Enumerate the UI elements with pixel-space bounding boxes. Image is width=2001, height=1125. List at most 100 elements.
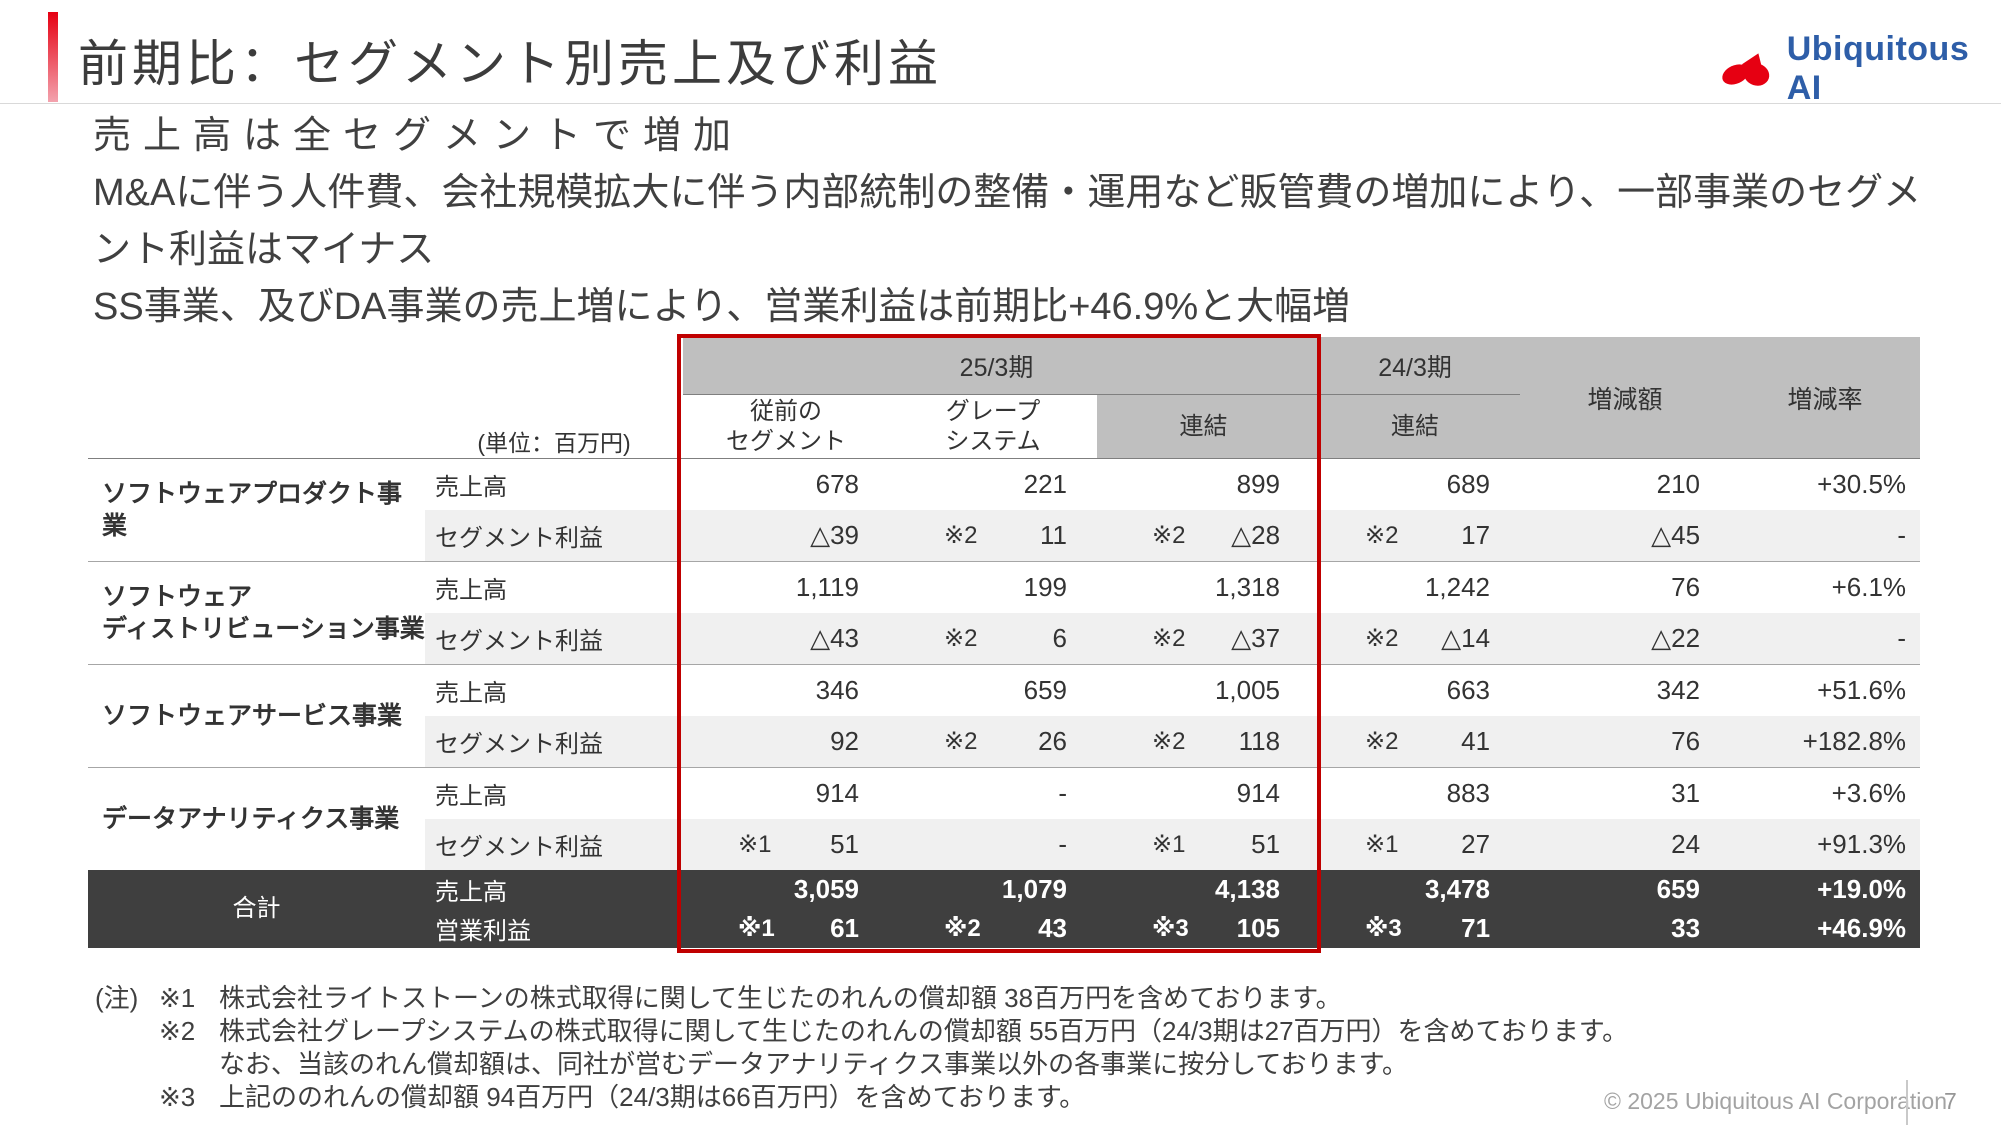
cell-value: 1,079 [1001,874,1067,904]
footnote-text: 株式会社グレープシステムの株式取得に関して生じたのれんの償却額 55百万円（24… [219,1016,1629,1046]
header-period-prior: 24/3期 [1310,337,1521,395]
cell-value: 914 [815,778,859,808]
cell-value: - [1897,623,1907,653]
cell-value: 346 [815,675,859,705]
cell-value: 33 [1671,913,1701,943]
cell-value: 1,242 [1424,572,1491,602]
cell-value: 27 [1461,829,1491,859]
note-marker: ※3 [1365,915,1402,942]
header-prev-segment: 従前の セグメント [683,394,889,459]
logo-bird-icon [1722,53,1770,86]
cell-value: △45 [1651,520,1701,550]
value-cell: - [1730,613,1921,665]
cell-value: 883 [1446,778,1491,808]
value-cell: ※2 6 [889,613,1097,665]
note-marker: ※1 [1365,831,1399,858]
cell-value: △39 [810,520,859,550]
footnote-marker: ※3 [159,1082,196,1112]
cell-value: 663 [1446,675,1491,705]
value-cell: 914 [683,767,889,819]
cell-value: 1,005 [1214,675,1281,705]
cell-value: 3,478 [1424,874,1491,904]
note-marker: ※2 [1365,625,1399,652]
value-cell: ※2 11 [889,510,1097,562]
cell-value: 26 [1038,726,1067,756]
item-label-cell: セグメント利益 [425,510,683,562]
cell-value: +30.5% [1817,469,1907,499]
header-blank-cell [88,337,425,459]
value-cell: 76 [1520,716,1731,768]
value-cell: 4,138 [1097,870,1311,909]
value-cell: ※3 71 [1310,909,1521,948]
item-label-cell: 売上高 [435,474,507,501]
value-cell: 899 [1097,459,1310,511]
footnote-marker: ※2 [159,1016,196,1046]
value-cell: △43 [683,613,889,665]
value-cell: 31 [1520,767,1731,819]
footnote-marker [159,1048,219,1081]
cell-value: 51 [830,829,859,859]
value-cell: ※2 17 [1310,510,1521,562]
header-change-amount: 増減額 [1520,337,1731,459]
segment-name-cell: ソフトウェアサービス事業 [88,664,425,768]
note-marker: ※1 [738,831,772,858]
footnote-text: 株式会社ライトストーンの株式取得に関して生じたのれんの償却額 38百万円を含めて… [219,983,1342,1013]
cell-value: 1,318 [1214,572,1281,602]
footer-copyright: © 2025 Ubiquitous AI Corporation [1604,1088,1947,1114]
value-cell: 659 [889,664,1097,716]
value-cell: ※2 26 [889,716,1097,768]
header-period-current: 25/3期 [683,337,1311,395]
value-cell: 659 [1520,870,1731,909]
cell-value: +182.8% [1802,726,1907,756]
cell-value: 105 [1236,913,1281,943]
note-marker: ※2 [944,625,978,652]
value-cell: - [889,767,1097,819]
cell-value: 3,059 [793,874,859,904]
note-marker: ※2 [1152,728,1186,755]
footnote-row: ※3 上記ののれんの償却額 94百万円（24/3期は66百万円）を含めております… [95,1081,1628,1114]
value-cell: △22 [1520,613,1731,665]
cell-value: 24 [1671,829,1701,859]
title-accent-bar [48,12,58,102]
value-cell: ※1 61 [683,909,889,948]
segment-name-cell: 合計 [88,870,425,948]
item-label-cell: 売上高 [425,561,683,613]
note-marker: ※2 [944,915,981,942]
cell-value: 210 [1656,469,1701,499]
value-cell: ※2 43 [889,909,1097,948]
note-marker: ※3 [1152,915,1189,942]
value-cell: 221 [889,459,1097,511]
footnote-row: なお、当該のれん償却額は、同社が営むデータアナリティクス事業以外の各事業に按分し… [95,1048,1628,1081]
lead-text: 売上高は全セグメントで増加 M&Aに伴う人件費、会社規模拡大に伴う内部統制の整備… [93,108,1941,336]
header-consolidated-current: 連結 [1097,394,1311,459]
cell-value: 6 [1052,623,1067,653]
footnote-text: 上記ののれんの償却額 94百万円（24/3期は66百万円）を含めております。 [219,1082,1086,1112]
cell-value: 914 [1236,778,1281,808]
footnote-prefix: (注) [95,983,139,1013]
cell-value: △43 [810,623,859,653]
segment-name-cell: ソフトウェアプロダクト事業 [88,458,425,562]
value-cell: 24 [1520,819,1731,870]
cell-value: 221 [1023,469,1067,499]
company-logo: Ubiquitous AI [1718,30,2001,108]
cell-value: 76 [1671,572,1701,602]
cell-value: 659 [1656,874,1701,904]
value-cell: 346 [683,664,889,716]
value-cell: +51.6% [1730,664,1921,716]
note-marker: ※2 [944,728,978,755]
cell-value: 76 [1671,726,1701,756]
footnote-marker: ※1 [159,983,196,1013]
value-cell: +182.8% [1730,716,1921,768]
note-marker: ※2 [944,522,978,549]
value-cell: ※1 51 [683,819,889,870]
cell-value: 118 [1238,726,1281,756]
item-label-cell: セグメント利益 [425,613,683,665]
cell-value: 61 [830,913,859,943]
value-cell: +30.5% [1730,459,1920,511]
lead-line-2: M&Aに伴う人件費、会社規模拡大に伴う内部統制の整備・運用など販管費の増加により… [93,172,1922,271]
value-cell: +91.3% [1730,819,1921,870]
value-cell: 1,318 [1097,561,1311,613]
value-cell: 914 [1097,767,1311,819]
value-cell: 210 [1520,459,1730,511]
